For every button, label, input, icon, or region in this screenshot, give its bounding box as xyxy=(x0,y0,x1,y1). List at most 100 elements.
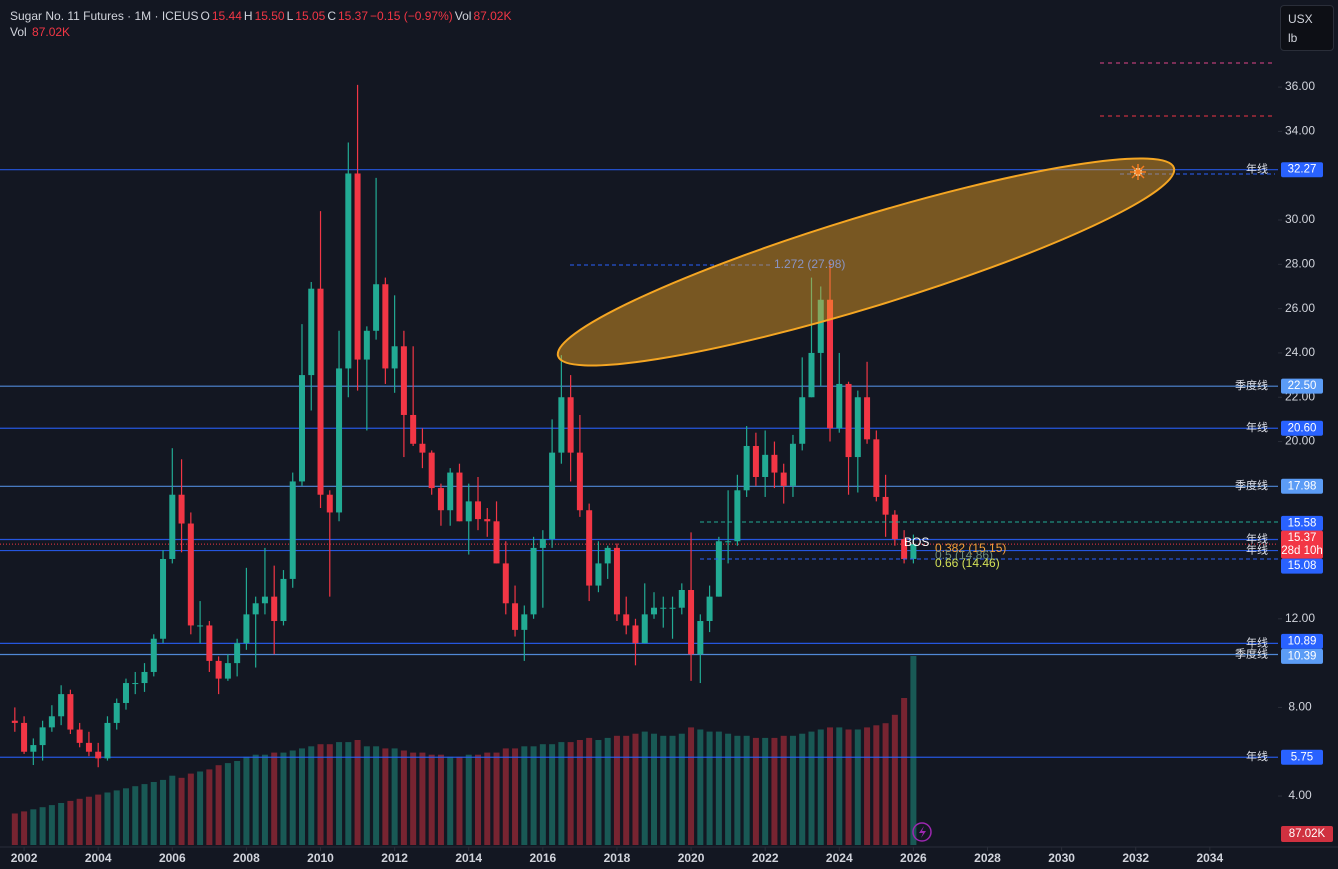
candle-body xyxy=(122,683,129,703)
volume-bar xyxy=(95,794,102,845)
x-tick-label: 2002 xyxy=(11,851,38,865)
candle-body xyxy=(864,397,871,440)
volume-bar xyxy=(326,744,333,845)
candle-body xyxy=(48,716,55,728)
volume-bar xyxy=(632,733,639,845)
price-label: 28d 10h xyxy=(1281,545,1323,557)
y-tick-label: 4.00 xyxy=(1288,788,1312,802)
ohlc-value: 15.05 xyxy=(295,9,326,23)
candle-body xyxy=(910,544,917,559)
candle-body xyxy=(215,660,222,679)
candle-body xyxy=(827,299,834,429)
volume-bar xyxy=(456,756,463,845)
ohlc-label: O xyxy=(200,9,210,23)
volume-bar xyxy=(808,731,815,845)
volume-bar xyxy=(48,805,55,845)
candle-body xyxy=(651,607,658,615)
volume-bar xyxy=(576,740,583,845)
volume-bar xyxy=(539,744,546,845)
volume-bar xyxy=(493,752,500,845)
candle-body xyxy=(808,352,815,398)
volume-bar xyxy=(363,746,370,845)
candle-body xyxy=(715,541,722,597)
candle-body xyxy=(11,720,18,723)
alert-icon[interactable] xyxy=(912,822,932,842)
candle-body xyxy=(58,694,65,717)
volume-bar xyxy=(30,809,37,845)
candle-body xyxy=(576,452,583,511)
candle-body xyxy=(493,521,500,564)
volume-label: 87.02K xyxy=(1289,828,1326,840)
level-tag: 年线 xyxy=(1246,542,1268,556)
candle-body xyxy=(363,330,370,360)
volume-bar xyxy=(567,742,574,845)
candle-body xyxy=(836,383,843,429)
y-tick-label: 12.00 xyxy=(1285,611,1315,625)
candle-body xyxy=(113,702,120,723)
candles-layer xyxy=(11,84,917,768)
candle-body xyxy=(678,589,685,608)
candle-body xyxy=(95,751,102,759)
unit: USX xyxy=(1288,12,1313,26)
vol-value: 87.02K xyxy=(32,25,71,39)
volume-bar xyxy=(317,744,324,845)
candle-body xyxy=(21,722,28,752)
candle-body xyxy=(67,694,74,730)
volume-bar xyxy=(39,807,46,845)
volume-bar xyxy=(345,742,352,845)
ohlc-value: 15.37 xyxy=(337,9,369,23)
candle-body xyxy=(882,496,889,515)
volume-bar xyxy=(178,777,185,845)
volume-bar xyxy=(271,752,278,845)
candle-body xyxy=(354,173,361,360)
candle-body xyxy=(456,472,463,522)
candle-body xyxy=(234,643,241,664)
candle-body xyxy=(437,488,444,511)
volume-bar xyxy=(697,729,704,845)
volume-bar xyxy=(308,746,315,845)
price-label: 22.50 xyxy=(1288,380,1317,392)
volume-bar xyxy=(474,754,481,845)
y-tick-label: 36.00 xyxy=(1285,79,1315,93)
candle-body xyxy=(373,284,380,331)
volume-bar xyxy=(882,723,889,845)
x-tick-label: 2032 xyxy=(1122,851,1149,865)
legend: Sugar No. 11 Futures · 1M · ICEUS O 15.44 H… xyxy=(10,8,513,40)
candle-body xyxy=(521,614,528,630)
volume-bar xyxy=(289,750,296,845)
x-tick-label: 2030 xyxy=(1048,851,1075,865)
candle-body xyxy=(502,563,509,604)
price-label-box xyxy=(1281,478,1323,494)
price-label: 15.37 xyxy=(1288,532,1317,544)
price-label: 10.39 xyxy=(1288,650,1317,662)
candle-body xyxy=(178,494,185,524)
candle-body xyxy=(76,729,83,743)
price-label-box xyxy=(1281,420,1323,436)
candle-body xyxy=(891,514,898,540)
candle-body xyxy=(243,614,250,644)
volume-bar xyxy=(512,748,519,845)
volume-bar xyxy=(854,729,861,845)
candle-body xyxy=(85,742,92,752)
volume-bar xyxy=(373,746,380,845)
candle-body xyxy=(595,563,602,586)
level-tag: 年线 xyxy=(1246,162,1268,176)
candle-body xyxy=(623,614,630,626)
units-box[interactable]: USX lb xyxy=(1280,5,1334,51)
volume-bar xyxy=(465,754,472,845)
price-label-box xyxy=(1281,749,1323,765)
candle-body xyxy=(104,722,111,759)
volume-bar xyxy=(604,737,611,845)
candle-body xyxy=(382,284,389,369)
candle-body xyxy=(725,541,732,543)
level-tag: 年线 xyxy=(1246,420,1268,434)
volume-bar xyxy=(660,735,667,845)
candle-body xyxy=(187,523,194,626)
volume-bar xyxy=(132,786,139,845)
candle-body xyxy=(752,445,759,478)
candle-body xyxy=(150,638,157,672)
volume-bar xyxy=(21,811,28,845)
volume-bar xyxy=(521,746,528,845)
candle-body xyxy=(224,663,231,679)
